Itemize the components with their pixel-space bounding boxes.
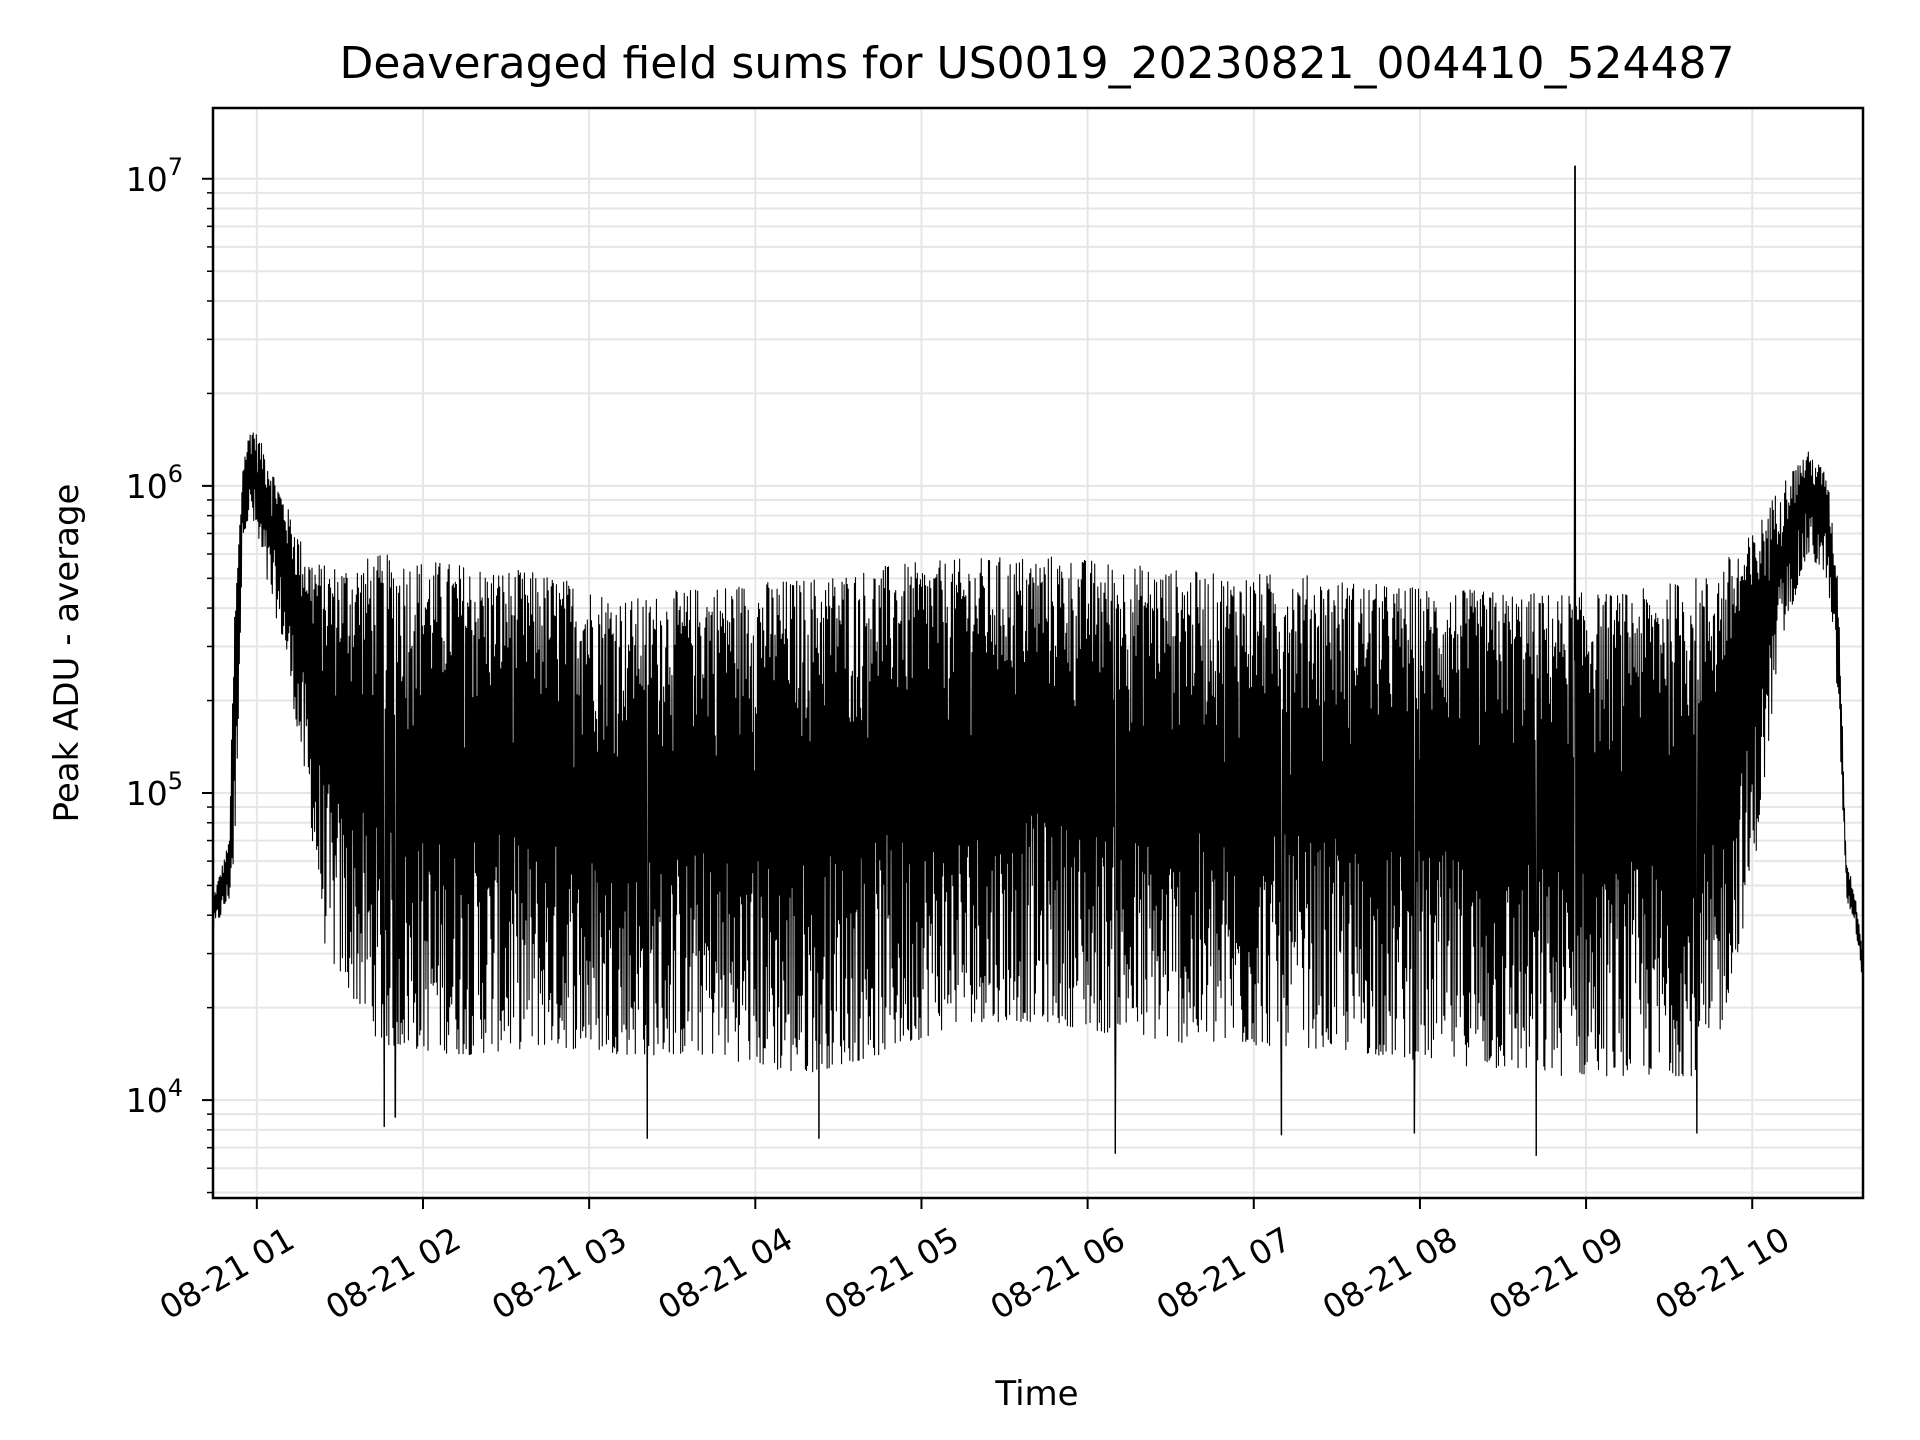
plot-area [212, 165, 1864, 1157]
y-tick-exponent: 7 [168, 153, 183, 181]
y-tick-exponent: 4 [168, 1074, 183, 1102]
series-line [212, 165, 1864, 1157]
x-axis-label: Time [994, 1374, 1078, 1414]
y-tick-label: 104 [126, 1074, 183, 1120]
plot-frame [211, 106, 1865, 1200]
y-tick-exponent: 6 [168, 460, 183, 488]
y-axis-label: Peak ADU - average [47, 484, 87, 823]
chart-title: Deaveraged field sums for US0019_2023082… [340, 38, 1735, 89]
y-tick-exponent: 5 [168, 767, 183, 795]
